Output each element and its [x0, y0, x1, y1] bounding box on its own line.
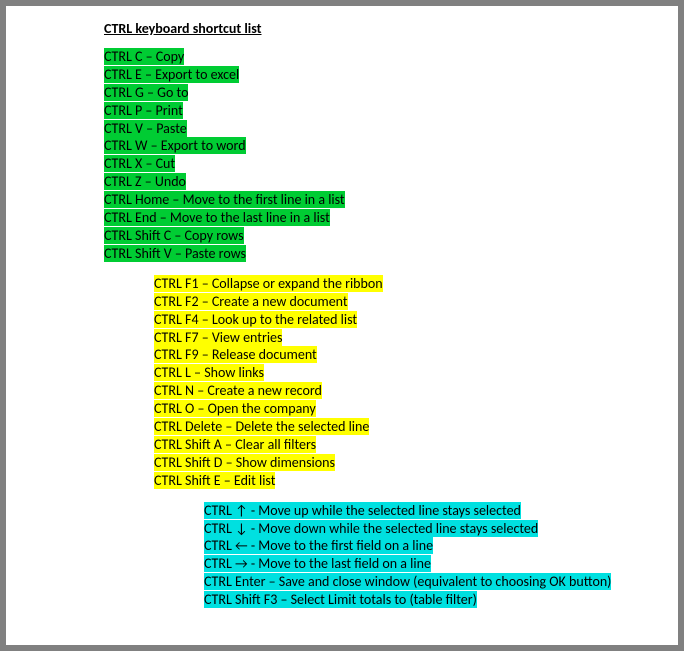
shortcut-item: CTRL Z – Undo	[104, 173, 660, 191]
shortcut-text: CTRL G – Go to	[104, 84, 188, 101]
document-title: CTRL keyboard shortcut list	[104, 20, 660, 38]
shortcut-item: CTRL ← - Move to the first field on a li…	[204, 537, 660, 555]
shortcut-group: CTRL C – CopyCTRL E – Export to excelCTR…	[104, 48, 660, 263]
shortcut-text: CTRL Enter – Save and close window (equi…	[204, 573, 611, 590]
shortcut-text: CTRL N – Create a new record	[154, 382, 322, 399]
shortcut-item: CTRL F4 – Look up to the related list	[154, 311, 660, 329]
shortcut-item: CTRL Shift F3 – Select Limit totals to (…	[204, 591, 660, 609]
shortcut-item: CTRL Enter – Save and close window (equi…	[204, 573, 660, 591]
shortcut-text: CTRL Shift A – Clear all filters	[154, 436, 316, 453]
shortcut-item: CTRL → - Move to the last field on a lin…	[204, 555, 660, 573]
shortcut-item: CTRL F1 – Collapse or expand the ribbon	[154, 275, 660, 293]
shortcut-text: CTRL F1 – Collapse or expand the ribbon	[154, 275, 383, 292]
shortcut-text: CTRL End – Move to the last line in a li…	[104, 209, 330, 226]
shortcut-item: CTRL W – Export to word	[104, 137, 660, 155]
shortcut-text: CTRL E – Export to excel	[104, 66, 239, 83]
shortcut-text: CTRL L – Show links	[154, 364, 264, 381]
shortcut-text: CTRL P – Print	[104, 102, 183, 119]
shortcut-text: CTRL Shift E – Edit list	[154, 472, 275, 489]
shortcut-item: CTRL O – Open the company	[154, 400, 660, 418]
shortcut-item: CTRL Shift A – Clear all filters	[154, 436, 660, 454]
shortcut-item: CTRL Shift E – Edit list	[154, 472, 660, 490]
shortcut-list-body: CTRL C – CopyCTRL E – Export to excelCTR…	[24, 48, 660, 609]
shortcut-text: CTRL Shift C – Copy rows	[104, 227, 244, 244]
document-frame: CTRL keyboard shortcut list CTRL C – Cop…	[0, 0, 684, 651]
shortcut-item: CTRL Shift V – Paste rows	[104, 245, 660, 263]
shortcut-item: CTRL ↑ - Move up while the selected line…	[204, 502, 660, 520]
shortcut-item: CTRL C – Copy	[104, 48, 660, 66]
shortcut-text: CTRL V – Paste	[104, 120, 187, 137]
shortcut-item: CTRL Home – Move to the first line in a …	[104, 191, 660, 209]
shortcut-text: CTRL Z – Undo	[104, 173, 186, 190]
shortcut-text: CTRL ← - Move to the first field on a li…	[204, 537, 433, 554]
shortcut-text: CTRL C – Copy	[104, 48, 184, 65]
shortcut-text: CTRL ↓ - Move down while the selected li…	[204, 520, 538, 537]
shortcut-text: CTRL Home – Move to the first line in a …	[104, 191, 345, 208]
shortcut-text: CTRL F2 – Create a new document	[154, 293, 348, 310]
shortcut-item: CTRL F7 – View entries	[154, 329, 660, 347]
shortcut-text: CTRL O – Open the company	[154, 400, 316, 417]
shortcut-item: CTRL Shift D – Show dimensions	[154, 454, 660, 472]
shortcut-item: CTRL ↓ - Move down while the selected li…	[204, 520, 660, 538]
shortcut-group: CTRL ↑ - Move up while the selected line…	[204, 502, 660, 609]
shortcut-item: CTRL E – Export to excel	[104, 66, 660, 84]
shortcut-text: CTRL Shift V – Paste rows	[104, 245, 246, 262]
shortcut-item: CTRL V – Paste	[104, 120, 660, 138]
shortcut-item: CTRL F2 – Create a new document	[154, 293, 660, 311]
shortcut-text: CTRL ↑ - Move up while the selected line…	[204, 502, 521, 519]
shortcut-item: CTRL End – Move to the last line in a li…	[104, 209, 660, 227]
shortcut-text: CTRL F9 – Release document	[154, 346, 317, 363]
shortcut-text: CTRL W – Export to word	[104, 137, 246, 154]
shortcut-item: CTRL X – Cut	[104, 155, 660, 173]
shortcut-item: CTRL G – Go to	[104, 84, 660, 102]
shortcut-text: CTRL Shift F3 – Select Limit totals to (…	[204, 591, 477, 608]
shortcut-text: CTRL Shift D – Show dimensions	[154, 454, 335, 471]
shortcut-text: CTRL F4 – Look up to the related list	[154, 311, 357, 328]
shortcut-item: CTRL Delete – Delete the selected line	[154, 418, 660, 436]
shortcut-group: CTRL F1 – Collapse or expand the ribbonC…	[154, 275, 660, 490]
shortcut-text: CTRL Delete – Delete the selected line	[154, 418, 369, 435]
shortcut-item: CTRL P – Print	[104, 102, 660, 120]
shortcut-item: CTRL F9 – Release document	[154, 346, 660, 364]
shortcut-text: CTRL F7 – View entries	[154, 329, 282, 346]
shortcut-item: CTRL L – Show links	[154, 364, 660, 382]
shortcut-text: CTRL → - Move to the last field on a lin…	[204, 555, 431, 572]
shortcut-item: CTRL N – Create a new record	[154, 382, 660, 400]
shortcut-text: CTRL X – Cut	[104, 155, 175, 172]
shortcut-item: CTRL Shift C – Copy rows	[104, 227, 660, 245]
